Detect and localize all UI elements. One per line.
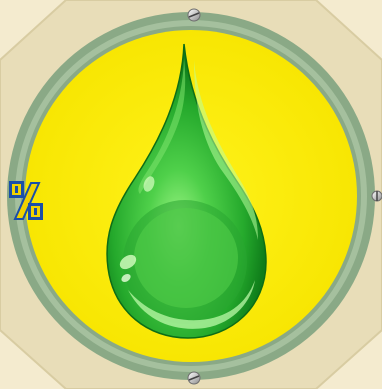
percent-indicator[interactable] [9,181,43,221]
screw-top-icon [187,8,201,22]
percent-icon [9,181,43,220]
screw-bottom-icon [187,371,201,385]
screw-right-icon [371,190,382,202]
green-liquid-drop-icon [106,43,267,339]
